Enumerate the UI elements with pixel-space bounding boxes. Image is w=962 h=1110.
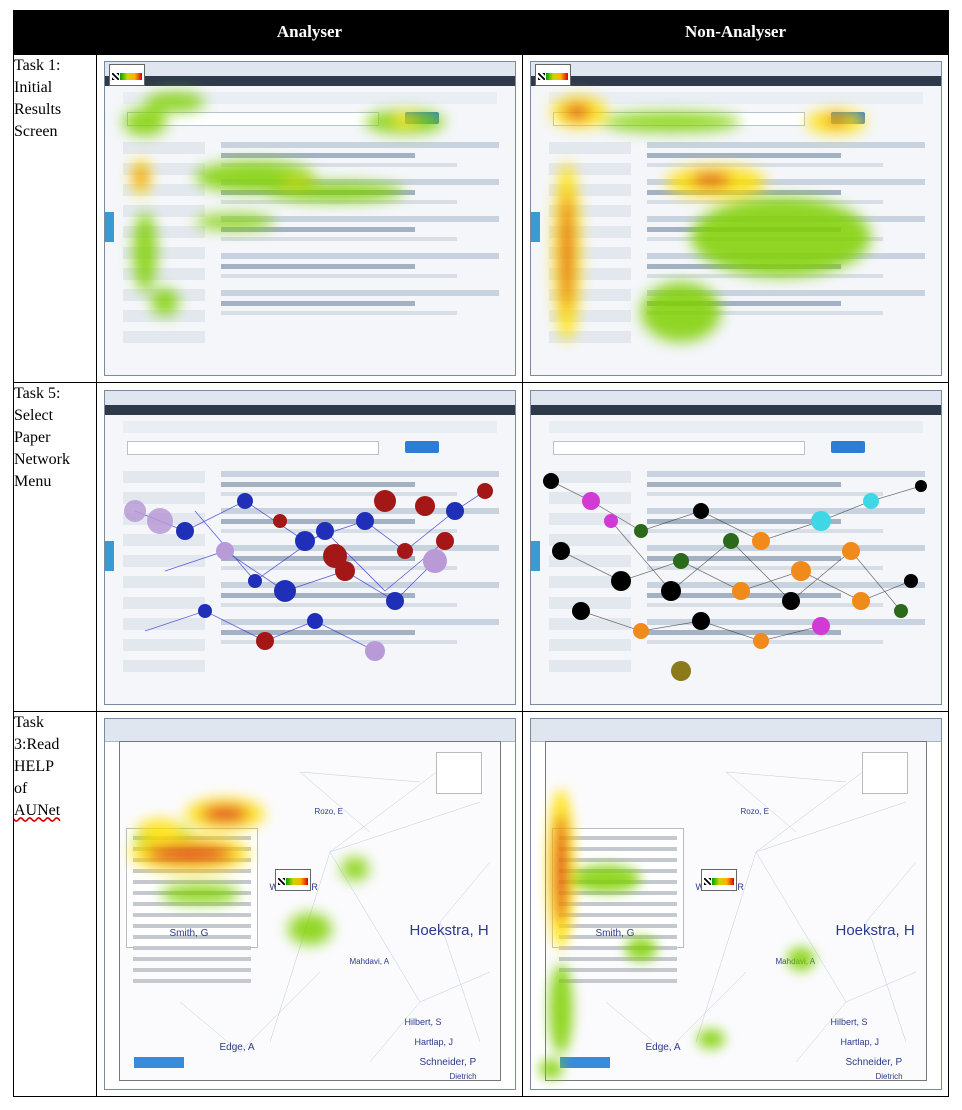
task-label-line: Screen <box>14 122 58 140</box>
task-label-line: Select <box>14 407 54 425</box>
results-screenshot-analyser <box>103 60 516 376</box>
feedback-tab <box>530 211 540 242</box>
task-label-line: Network <box>14 451 70 469</box>
task-label-line: 3:Read <box>14 736 60 754</box>
search-input <box>126 440 379 455</box>
network-node-label: Hilbert, S <box>830 1017 868 1028</box>
task-label-line: Initial <box>14 78 53 96</box>
task-label-line: of <box>14 780 28 798</box>
feedback-tab <box>530 540 540 571</box>
nav-bar <box>104 75 515 86</box>
task-label-line: Task 1: <box>14 56 61 74</box>
network-node-label: Hoekstra, H <box>409 922 489 940</box>
aunet-help-screenshot-analyser: Hoekstra, H Wechsler, R Edge, A Schneide… <box>103 718 516 1091</box>
task-label-line: AUNet <box>14 802 61 820</box>
network-node-label: Smith, G <box>169 928 209 940</box>
network-node-label: Rozo, E <box>314 807 343 817</box>
task-row-1: Task 1: Initial Results Screen <box>13 53 949 384</box>
help-heatmap-cell-non-analyser: Hoekstra, H Wechsler, R Edge, A Schneide… <box>522 711 949 1097</box>
corner-cell <box>13 10 97 55</box>
task-row-3: Task 3:Read HELP of AUNet <box>13 711 949 1097</box>
task-label-3: Task 3:Read HELP of AUNet <box>13 711 97 1097</box>
fixation-points-analyser <box>123 482 493 661</box>
gaze-plot-overlay <box>123 482 493 661</box>
network-node-label: Edge, A <box>219 1042 255 1054</box>
task-row-5: Task 5: Select Paper Network Menu <box>13 382 949 713</box>
network-node-label: Schneider, P <box>419 1057 477 1069</box>
task-label-1: Task 1: Initial Results Screen <box>13 53 97 384</box>
task-label-5: Task 5: Select Paper Network Menu <box>13 382 97 713</box>
toolbar <box>122 420 497 433</box>
heatmap-cell-non-analyser <box>522 53 949 384</box>
zoom-control <box>861 752 908 795</box>
nav-bar <box>104 404 515 415</box>
heatmap-cell-analyser <box>96 53 523 384</box>
gaze-plot-overlay <box>542 472 927 681</box>
header-non-analyser: Non-Analyser <box>522 10 949 55</box>
task-label-line: Results <box>14 100 62 118</box>
search-input <box>552 440 805 455</box>
network-node-label: Edge, A <box>645 1042 681 1054</box>
feedback-tab <box>104 211 114 242</box>
network-node-label: Hoekstra, H <box>835 922 915 940</box>
eye-tracking-figure-table: Analyser Non-Analyser Task 1: Initial Re… <box>13 10 949 1097</box>
aunet-help-screenshot-non-analyser: Hoekstra, H Wechsler, R Edge, A Schneide… <box>529 718 942 1091</box>
network-node-label: Smith, G <box>595 928 635 940</box>
gazeplot-screenshot-analyser <box>103 389 516 705</box>
feedback-tab <box>104 540 114 571</box>
gazeplot-cell-analyser <box>96 382 523 713</box>
network-node-label: Schneider, P <box>845 1057 903 1069</box>
task-label-line: Menu <box>14 473 52 491</box>
heatmap-legend <box>534 63 571 86</box>
network-node-label: Hartlap, J <box>840 1037 880 1048</box>
gazeplot-cell-non-analyser <box>522 382 949 713</box>
heatmap-legend <box>274 869 311 892</box>
heatmap-legend <box>700 869 737 892</box>
apply-filter-button <box>133 1057 184 1069</box>
toolbar <box>548 420 923 433</box>
facet-sidebar <box>548 470 631 694</box>
nav-bar <box>530 404 941 415</box>
help-heatmap-cell-analyser: Hoekstra, H Wechsler, R Edge, A Schneide… <box>96 711 523 1097</box>
task-label-line: Paper <box>14 429 51 447</box>
zoom-control <box>435 752 482 795</box>
search-button <box>830 440 865 453</box>
author-network-lines <box>605 761 916 1063</box>
network-node-label: Dietrich <box>875 1072 903 1082</box>
task-label-line: Task <box>14 714 44 732</box>
toolbar <box>548 91 923 104</box>
help-heatmap-overlay <box>129 798 369 946</box>
network-node-label: Rozo, E <box>740 807 769 817</box>
heatmap-overlay <box>122 91 445 316</box>
apply-filter-button <box>559 1057 610 1069</box>
network-node-label: Mahdavi, A <box>349 957 390 967</box>
header-analyser: Analyser <box>96 10 523 55</box>
results-screenshot-non-analyser <box>529 60 942 376</box>
toolbar <box>122 91 497 104</box>
task-label-line: Task 5: <box>14 385 61 403</box>
search-button <box>404 440 439 453</box>
heatmap-legend <box>108 63 145 86</box>
facet-sidebar <box>122 470 205 694</box>
task-label-line: HELP <box>14 758 54 776</box>
network-node-label: Dietrich <box>449 1072 477 1082</box>
network-node-label: Hilbert, S <box>404 1017 442 1028</box>
gazeplot-screenshot-non-analyser <box>529 389 942 705</box>
header-row: Analyser Non-Analyser <box>13 10 949 55</box>
heatmap-overlay <box>550 95 871 342</box>
fixation-points-non-analyser <box>542 472 927 681</box>
nav-bar <box>530 75 941 86</box>
network-node-label: Hartlap, J <box>414 1037 454 1048</box>
help-heatmap-overlay <box>538 789 815 1080</box>
